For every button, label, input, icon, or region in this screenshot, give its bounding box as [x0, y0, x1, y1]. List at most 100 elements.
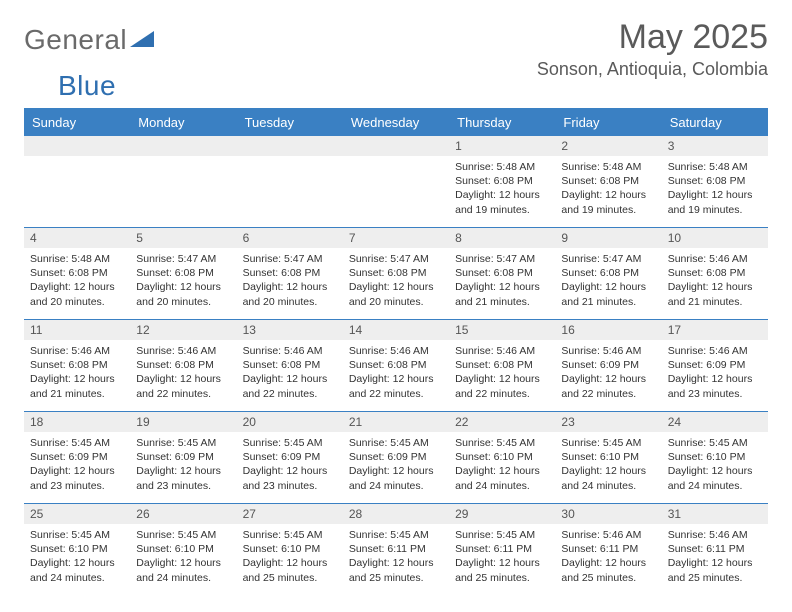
weekday-header: Thursday: [449, 110, 555, 135]
sunset-text: Sunset: 6:09 PM: [561, 358, 655, 372]
calendar-day-cell: [24, 135, 130, 227]
sunset-text: Sunset: 6:11 PM: [668, 542, 762, 556]
calendar-day-cell: [237, 135, 343, 227]
weekday-header: Saturday: [662, 110, 768, 135]
day-details: Sunrise: 5:47 AMSunset: 6:08 PMDaylight:…: [237, 248, 343, 311]
daylight-text: Daylight: 12 hours and 22 minutes.: [455, 372, 549, 400]
sunset-text: Sunset: 6:08 PM: [349, 358, 443, 372]
day-number: 1: [449, 135, 555, 156]
calendar-day-cell: 16Sunrise: 5:46 AMSunset: 6:09 PMDayligh…: [555, 319, 661, 411]
sunset-text: Sunset: 6:09 PM: [136, 450, 230, 464]
day-details: Sunrise: 5:45 AMSunset: 6:09 PMDaylight:…: [237, 432, 343, 495]
daylight-text: Daylight: 12 hours and 24 minutes.: [455, 464, 549, 492]
calendar-day-cell: 23 Sunrise: 5:45 AMSunset: 6:10 PMDayligh…: [555, 411, 661, 503]
day-number: 7: [343, 227, 449, 248]
calendar-day-cell: 7Sunrise: 5:47 AMSunset: 6:08 PMDaylight…: [343, 227, 449, 319]
calendar-day-cell: 21Sunrise: 5:45 AMSunset: 6:09 PMDayligh…: [343, 411, 449, 503]
sunset-text: Sunset: 6:11 PM: [455, 542, 549, 556]
day-number: 9: [555, 227, 661, 248]
calendar-body: 1Sunrise: 5:48 AMSunset: 6:08 PMDaylight…: [24, 135, 768, 595]
daylight-text: Daylight: 12 hours and 25 minutes.: [349, 556, 443, 584]
day-details: Sunrise: 5:46 AMSunset: 6:08 PMDaylight:…: [449, 340, 555, 403]
calendar-day-cell: [130, 135, 236, 227]
sunset-text: Sunset: 6:10 PM: [243, 542, 337, 556]
sunrise-text: Sunrise: 5:45 AM: [668, 436, 762, 450]
sunset-text: Sunset: 6:10 PM: [136, 542, 230, 556]
sunset-text: Sunset: 6:09 PM: [243, 450, 337, 464]
calendar-week-row: 1Sunrise: 5:48 AMSunset: 6:08 PMDaylight…: [24, 135, 768, 227]
sunset-text: Sunset: 6:11 PM: [561, 542, 655, 556]
day-number: 28: [343, 503, 449, 524]
day-details: Sunrise: 5:45 AMSunset: 6:11 PMDaylight:…: [343, 524, 449, 587]
day-details: Sunrise: 5:47 AMSunset: 6:08 PMDaylight:…: [130, 248, 236, 311]
sunrise-text: Sunrise: 5:48 AM: [561, 160, 655, 174]
calendar-day-cell: 10Sunrise: 5:46 AMSunset: 6:08 PMDayligh…: [662, 227, 768, 319]
day-details: Sunrise: 5:47 AMSunset: 6:08 PMDaylight:…: [449, 248, 555, 311]
calendar-day-cell: 2Sunrise: 5:48 AMSunset: 6:08 PMDaylight…: [555, 135, 661, 227]
sunset-text: Sunset: 6:08 PM: [136, 358, 230, 372]
weekday-header: Tuesday: [237, 110, 343, 135]
day-number: 14: [343, 319, 449, 340]
sunset-text: Sunset: 6:08 PM: [561, 266, 655, 280]
sunset-text: Sunset: 6:08 PM: [136, 266, 230, 280]
sunrise-text: Sunrise: 5:46 AM: [349, 344, 443, 358]
weekday-header: Monday: [130, 110, 236, 135]
sunrise-text: Sunrise: 5:47 AM: [349, 252, 443, 266]
day-details: Sunrise: 5:46 AMSunset: 6:08 PMDaylight:…: [662, 248, 768, 311]
sunset-text: Sunset: 6:08 PM: [668, 266, 762, 280]
sunset-text: Sunset: 6:08 PM: [243, 358, 337, 372]
sunset-text: Sunset: 6:11 PM: [349, 542, 443, 556]
daylight-text: Daylight: 12 hours and 24 minutes.: [561, 464, 655, 492]
day-details: Sunrise: 5:46 AMSunset: 6:11 PMDaylight:…: [555, 524, 661, 587]
calendar-day-cell: 11Sunrise: 5:46 AMSunset: 6:08 PMDayligh…: [24, 319, 130, 411]
calendar-day-cell: 14Sunrise: 5:46 AMSunset: 6:08 PMDayligh…: [343, 319, 449, 411]
sunset-text: Sunset: 6:08 PM: [668, 174, 762, 188]
day-details: Sunrise: 5:46 AMSunset: 6:08 PMDaylight:…: [237, 340, 343, 403]
sunrise-text: Sunrise: 5:45 AM: [561, 436, 655, 450]
sunset-text: Sunset: 6:10 PM: [455, 450, 549, 464]
daylight-text: Daylight: 12 hours and 19 minutes.: [455, 188, 549, 216]
month-title: May 2025: [537, 18, 768, 57]
daylight-text: Daylight: 12 hours and 25 minutes.: [668, 556, 762, 584]
calendar-day-cell: 4Sunrise: 5:48 AMSunset: 6:08 PMDaylight…: [24, 227, 130, 319]
sunset-text: Sunset: 6:08 PM: [455, 358, 549, 372]
day-number: 19: [130, 411, 236, 432]
day-number: 31: [662, 503, 768, 524]
weekday-header: Sunday: [24, 110, 130, 135]
location-title: Sonson, Antioquia, Colombia: [537, 59, 768, 80]
sunset-text: Sunset: 6:09 PM: [30, 450, 124, 464]
daylight-text: Daylight: 12 hours and 25 minutes.: [455, 556, 549, 584]
sunrise-text: Sunrise: 5:46 AM: [668, 252, 762, 266]
daylight-text: Daylight: 12 hours and 24 minutes.: [668, 464, 762, 492]
sunrise-text: Sunrise: 5:45 AM: [243, 436, 337, 450]
day-details: Sunrise: 5:46 AMSunset: 6:08 PMDaylight:…: [343, 340, 449, 403]
sunrise-text: Sunrise: 5:47 AM: [455, 252, 549, 266]
day-details: Sunrise: 5:48 AMSunset: 6:08 PMDaylight:…: [555, 156, 661, 219]
day-number: 17: [662, 319, 768, 340]
calendar-day-cell: 12Sunrise: 5:46 AMSunset: 6:08 PMDayligh…: [130, 319, 236, 411]
day-details: Sunrise: 5:46 AMSunset: 6:08 PMDaylight:…: [24, 340, 130, 403]
daylight-text: Daylight: 12 hours and 20 minutes.: [30, 280, 124, 308]
calendar-day-cell: 5Sunrise: 5:47 AMSunset: 6:08 PMDaylight…: [130, 227, 236, 319]
sunrise-text: Sunrise: 5:45 AM: [455, 436, 549, 450]
calendar-day-cell: 8Sunrise: 5:47 AMSunset: 6:08 PMDaylight…: [449, 227, 555, 319]
daylight-text: Daylight: 12 hours and 23 minutes.: [668, 372, 762, 400]
calendar-week-row: 25Sunrise: 5:45 AMSunset: 6:10 PMDayligh…: [24, 503, 768, 595]
day-number: 21: [343, 411, 449, 432]
calendar-day-cell: 20Sunrise: 5:45 AMSunset: 6:09 PMDayligh…: [237, 411, 343, 503]
daylight-text: Daylight: 12 hours and 19 minutes.: [668, 188, 762, 216]
day-details: Sunrise: 5:45 AMSunset: 6:10 PMDaylight:…: [24, 524, 130, 587]
sunrise-text: Sunrise: 5:48 AM: [455, 160, 549, 174]
sunrise-text: Sunrise: 5:46 AM: [243, 344, 337, 358]
daylight-text: Daylight: 12 hours and 23 minutes.: [30, 464, 124, 492]
sunset-text: Sunset: 6:10 PM: [561, 450, 655, 464]
day-number: 23: [555, 411, 661, 432]
day-number: 5: [130, 227, 236, 248]
sunrise-text: Sunrise: 5:47 AM: [243, 252, 337, 266]
calendar-day-cell: 31Sunrise: 5:46 AMSunset: 6:11 PMDayligh…: [662, 503, 768, 595]
sunrise-text: Sunrise: 5:45 AM: [349, 528, 443, 542]
daylight-text: Daylight: 12 hours and 19 minutes.: [561, 188, 655, 216]
daylight-text: Daylight: 12 hours and 23 minutes.: [243, 464, 337, 492]
day-number: 2: [555, 135, 661, 156]
calendar-day-cell: [343, 135, 449, 227]
